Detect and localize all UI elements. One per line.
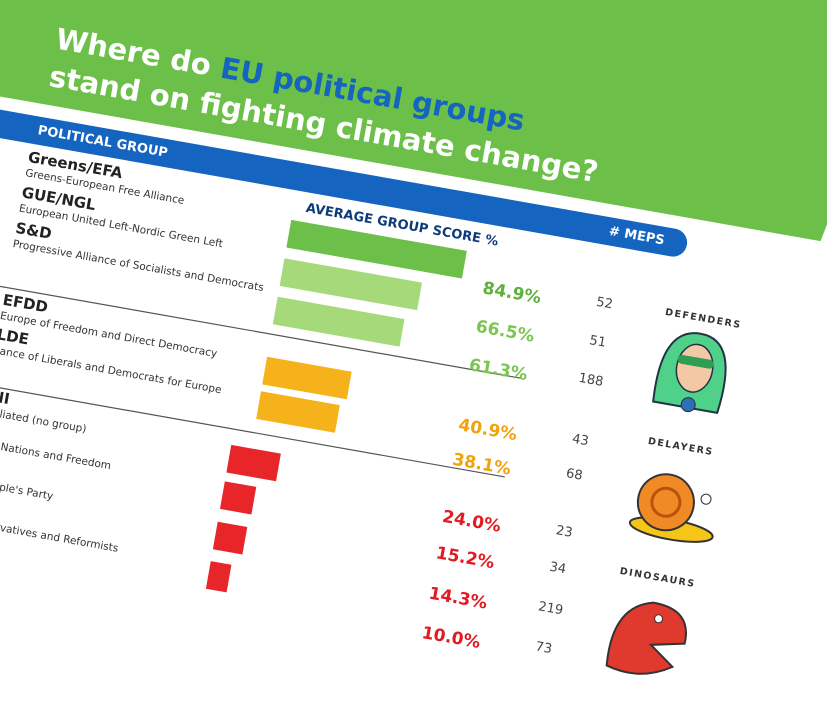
- level-label: DINOSAURS: [619, 566, 696, 590]
- infographic: Where do EU political groups stand on fi…: [0, 0, 827, 716]
- bar: [226, 445, 280, 481]
- level-label: DEFENDERS: [664, 307, 742, 331]
- group-fullname: Conservatives and Reformists: [0, 516, 119, 555]
- dino-head: [606, 596, 691, 681]
- value-label: 14.3%: [427, 584, 489, 614]
- value-label: 38.1%: [451, 450, 513, 480]
- group-name: /NI: [0, 386, 11, 408]
- mep-count: 188: [577, 371, 604, 390]
- group-fullname: affiliated (no group): [0, 405, 87, 435]
- group-fullname: Progressive Alliance of Socialists and D…: [12, 238, 265, 294]
- level-label: DELAYERS: [647, 436, 714, 458]
- bar: [262, 357, 351, 399]
- group-fullname: e of Nations and Freedom: [0, 437, 112, 472]
- value-label: 61.3%: [468, 355, 530, 385]
- group-name: LDE: [0, 325, 30, 348]
- bar: [213, 522, 247, 555]
- mep-count: 219: [537, 599, 564, 618]
- mep-count: 73: [534, 639, 553, 657]
- mep-count: 43: [571, 432, 590, 450]
- mep-count: 51: [588, 333, 607, 351]
- snail-eye: [700, 493, 712, 505]
- chart: Where do EU political groups stand on fi…: [0, 0, 827, 719]
- mep-count: 68: [565, 466, 584, 484]
- group-fullname: n People's Party: [0, 476, 54, 502]
- value-label: 15.2%: [434, 543, 496, 573]
- mep-count: 23: [555, 523, 574, 541]
- value-label: 40.9%: [457, 415, 519, 445]
- mep-count: 34: [548, 560, 567, 578]
- value-label: 66.5%: [474, 317, 536, 347]
- page: Where do EU political groups stand on fi…: [0, 0, 827, 719]
- value-label: 10.0%: [420, 623, 482, 653]
- value-label: 84.9%: [481, 278, 543, 308]
- bar: [256, 391, 340, 432]
- value-label: 24.0%: [441, 507, 503, 537]
- bar: [220, 481, 256, 514]
- bar: [206, 561, 232, 592]
- mep-count: 52: [595, 295, 614, 313]
